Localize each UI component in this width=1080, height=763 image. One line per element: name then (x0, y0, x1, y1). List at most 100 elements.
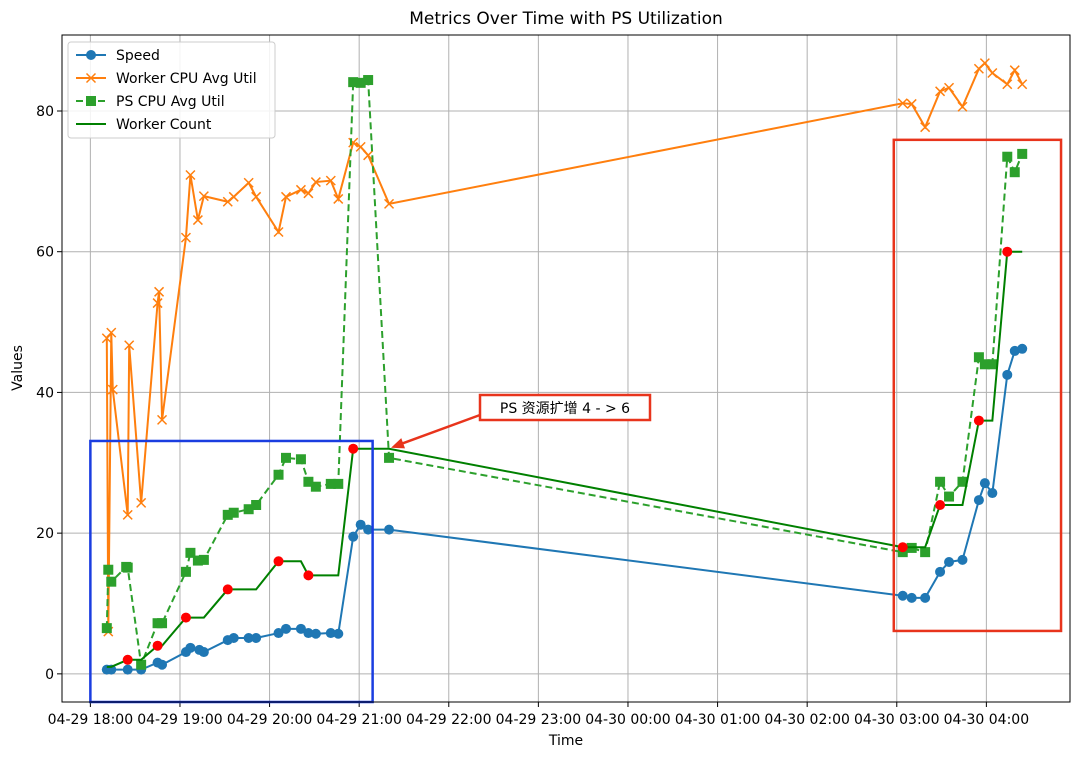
data-point (333, 478, 344, 489)
data-point (363, 150, 374, 161)
x-tick-label: 04-29 21:00 (316, 712, 401, 728)
data-point (106, 576, 117, 587)
x-tick-label: 04-29 18:00 (48, 712, 133, 728)
data-point (957, 554, 968, 565)
data-point (906, 592, 917, 603)
data-point (1009, 65, 1020, 76)
data-point (935, 86, 946, 97)
legend-label: Worker CPU Avg Util (116, 71, 257, 87)
data-point (251, 632, 262, 643)
change-point (1002, 246, 1013, 257)
data-point (106, 327, 117, 338)
data-point (185, 169, 196, 181)
data-point (935, 566, 946, 577)
data-point (325, 628, 336, 639)
annotation-box (478, 393, 652, 422)
axes-frame (61, 34, 1071, 703)
data-point (295, 623, 306, 634)
data-point (251, 191, 262, 202)
data-point (251, 499, 262, 510)
highlight-box (892, 138, 1063, 633)
data-point (1017, 148, 1028, 159)
data-point (228, 632, 239, 643)
data-point (222, 509, 233, 520)
x-tick-label: 04-29 20:00 (227, 712, 312, 728)
data-point (192, 215, 203, 226)
change-point (122, 654, 133, 665)
data-point (979, 359, 990, 370)
annotation-arrow (398, 413, 481, 446)
grid: 0 20 40 60 80 04-29 18:00 04-29 19:00 04-29 20:… (36, 35, 1070, 728)
legend: Speed Worker CPU Avg Util PS CPU Avg Util W… (67, 41, 276, 139)
data-point (384, 452, 395, 463)
data-point (180, 566, 191, 577)
data-point (384, 198, 395, 209)
data-point (192, 555, 203, 566)
data-point (198, 191, 209, 202)
data-point (355, 141, 366, 152)
data-point (920, 592, 931, 603)
data-point (198, 554, 209, 565)
x-tick-label: 04-29 19:00 (137, 712, 222, 728)
legend-label: Worker Count (116, 117, 212, 133)
data-point (325, 175, 336, 186)
data-point (1002, 79, 1013, 90)
legend-marker (85, 72, 97, 84)
data-point (944, 82, 955, 93)
data-point (101, 623, 112, 634)
legend-marker (86, 50, 96, 60)
data-point (935, 476, 946, 487)
data-point (303, 628, 314, 639)
legend-label: PS CPU Avg Util (116, 94, 225, 110)
x-axis-label: Time (548, 733, 583, 749)
data-point (897, 98, 908, 109)
data-point (1002, 151, 1013, 162)
data-point (122, 664, 133, 675)
data-point (198, 647, 209, 658)
data-point (273, 628, 284, 639)
data-point (243, 632, 254, 643)
y-tick-label: 60 (36, 245, 54, 261)
data-point (1009, 167, 1020, 178)
data-point (384, 524, 395, 535)
data-point (154, 286, 165, 297)
change-point (273, 556, 284, 567)
data-point (157, 414, 168, 425)
data-point (295, 454, 306, 465)
data-point (957, 101, 968, 112)
data-point (333, 193, 344, 204)
data-point (906, 98, 917, 109)
data-point (310, 628, 321, 639)
data-point (944, 491, 955, 502)
data-point (987, 488, 998, 499)
data-point (1002, 369, 1013, 380)
data-point (180, 232, 191, 243)
data-point (122, 509, 133, 520)
x-tick-label: 04-30 04:00 (944, 712, 1029, 728)
y-tick-label: 20 (36, 526, 54, 542)
data-point (355, 519, 366, 530)
x-tick-label: 04-29 22:00 (406, 712, 491, 728)
change-point (180, 612, 191, 623)
data-point (979, 58, 990, 69)
data-point (228, 507, 239, 518)
data-point (281, 452, 291, 463)
data-point (355, 77, 366, 88)
data-point (303, 476, 314, 487)
data-point (103, 564, 114, 575)
data-point (920, 122, 931, 133)
chart-title: Metrics Over Time with PS Utilization (409, 9, 723, 29)
data-point (920, 547, 931, 558)
data-point (1017, 79, 1028, 90)
data-point (243, 177, 254, 188)
x-tick-label: 04-30 01:00 (675, 712, 760, 728)
data-point (124, 340, 135, 351)
data-point (310, 481, 321, 492)
y-axis-label: Values (10, 345, 26, 391)
data-point (185, 642, 196, 653)
data-point (295, 184, 306, 195)
annotation-arrowhead (391, 438, 406, 449)
data-point (333, 628, 344, 639)
data-point (303, 188, 314, 199)
